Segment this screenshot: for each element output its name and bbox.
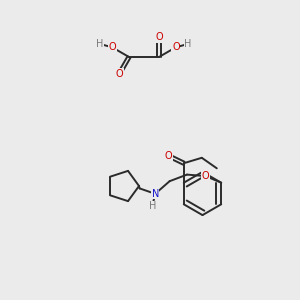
Text: H: H [148, 201, 156, 212]
Text: O: O [116, 69, 123, 79]
Text: O: O [108, 42, 116, 52]
Text: O: O [202, 171, 209, 181]
Text: H: H [96, 39, 103, 49]
Text: O: O [172, 42, 180, 52]
Text: H: H [184, 39, 192, 49]
Text: O: O [164, 151, 172, 161]
Text: N: N [152, 189, 159, 199]
Text: O: O [155, 32, 163, 43]
